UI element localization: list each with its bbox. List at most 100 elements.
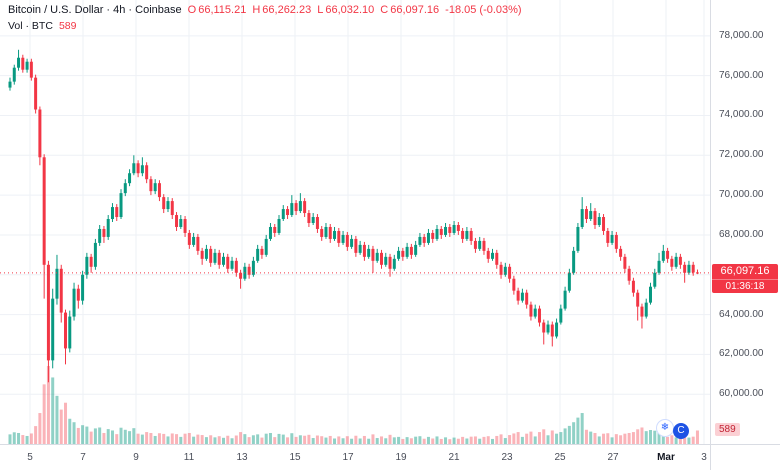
candle-body [358, 244, 362, 253]
candle-body [273, 226, 277, 233]
candle-body [414, 244, 418, 255]
volume-bar [495, 435, 499, 444]
candle-body [196, 236, 200, 251]
candle-body [29, 61, 33, 78]
volume-bar [110, 430, 114, 444]
time-axis-label: 25 [554, 452, 566, 463]
volume-bar [636, 429, 640, 444]
candle-body [251, 260, 255, 275]
volume-bar [384, 438, 388, 444]
volume-bar [516, 432, 520, 444]
volume-bar [89, 431, 93, 444]
volume-bar [695, 430, 699, 444]
volume-bar [8, 434, 12, 444]
symbol-title[interactable]: Bitcoin / U.S. Dollar · 4h · Coinbase [8, 4, 182, 16]
candle-body [491, 252, 495, 259]
ohlc-open-label: O [187, 4, 197, 16]
volume-bar [106, 429, 110, 444]
volume-bar [666, 436, 670, 444]
volume-bar [367, 438, 371, 444]
candle-body [379, 252, 383, 265]
volume-bar [478, 438, 482, 444]
volume-bar [644, 431, 648, 444]
candle-body [226, 256, 230, 269]
candle-body [98, 228, 102, 243]
candle-body [25, 61, 29, 70]
candle-body [217, 252, 221, 265]
volume-bar [102, 432, 106, 444]
price-axis[interactable]: 66,097.16 01:36:18 589 78,000.00 76,000.0… [710, 0, 780, 444]
candle-body [145, 165, 149, 180]
candle-body [187, 232, 191, 245]
candle-body [469, 230, 473, 241]
candle-body [542, 322, 546, 333]
volume-bar [34, 426, 38, 444]
candle-body [115, 207, 119, 218]
volume-bar [128, 431, 132, 444]
candle-body [303, 201, 307, 214]
time-axis-label: 15 [289, 452, 301, 463]
volume-bar [17, 432, 21, 444]
price-axis-label: 78,000.00 [719, 29, 764, 41]
volume-bar [149, 432, 153, 444]
candle-body [584, 209, 588, 220]
volume-bar [260, 437, 264, 444]
candle-body [580, 209, 584, 227]
volume-bar [550, 430, 554, 444]
candle-body [264, 238, 268, 255]
candle-body [409, 246, 413, 255]
volume-bar [281, 434, 285, 444]
volume-bar [653, 430, 657, 444]
volume-bar [661, 432, 665, 444]
volume-bar [426, 436, 430, 444]
candle-body [213, 252, 217, 263]
candle-body [623, 256, 627, 269]
volume-bar [345, 436, 349, 444]
volume-indicator-label[interactable]: Vol · BTC [8, 20, 53, 32]
volume-bar [204, 437, 208, 444]
candle-body [166, 201, 170, 210]
volume-bar [409, 438, 413, 444]
volume-bar [422, 438, 426, 444]
price-axis-label: 62,000.00 [719, 348, 764, 360]
volume-bar [435, 436, 439, 444]
volume-bar [674, 437, 678, 444]
volume-bar [12, 432, 16, 444]
candle-body [350, 238, 354, 247]
ohlc-change: -18.05 (-0.03%) [445, 4, 522, 16]
candle-body [619, 248, 623, 257]
candle-body [315, 217, 319, 229]
candle-body [59, 268, 63, 313]
volume-bar [640, 427, 644, 444]
price-axis-label: 68,000.00 [719, 228, 764, 240]
snowflake-icon[interactable]: ❄ [656, 419, 674, 437]
volume-bar [247, 437, 251, 444]
candle-body [17, 57, 21, 68]
time-axis-label: 23 [501, 452, 513, 463]
candle-body [452, 224, 456, 233]
volume-bar [371, 434, 375, 444]
candle-body [482, 240, 486, 251]
candle-body [691, 264, 695, 273]
volume-bar [397, 436, 401, 444]
candle-body [277, 219, 281, 233]
volume-bar [388, 434, 392, 444]
volume-bar [508, 435, 512, 444]
volume-bar [298, 435, 302, 444]
volume-bar [315, 435, 319, 444]
candle-body [192, 236, 196, 245]
candle-body [38, 109, 42, 158]
candle-body [533, 308, 537, 317]
candlestick-chart[interactable] [0, 0, 710, 444]
volume-bar [175, 434, 179, 444]
time-axis[interactable]: 5 7 9 11 13 15 17 19 21 23 25 27 Mar 3 [0, 444, 710, 470]
candle-body [286, 209, 290, 216]
time-axis-label: 3 [701, 452, 707, 463]
coin-icon[interactable]: C [673, 423, 689, 439]
volume-bar [324, 437, 328, 444]
candle-body [85, 256, 89, 275]
volume-bar [68, 418, 72, 444]
price-axis-label: 60,000.00 [719, 388, 764, 400]
